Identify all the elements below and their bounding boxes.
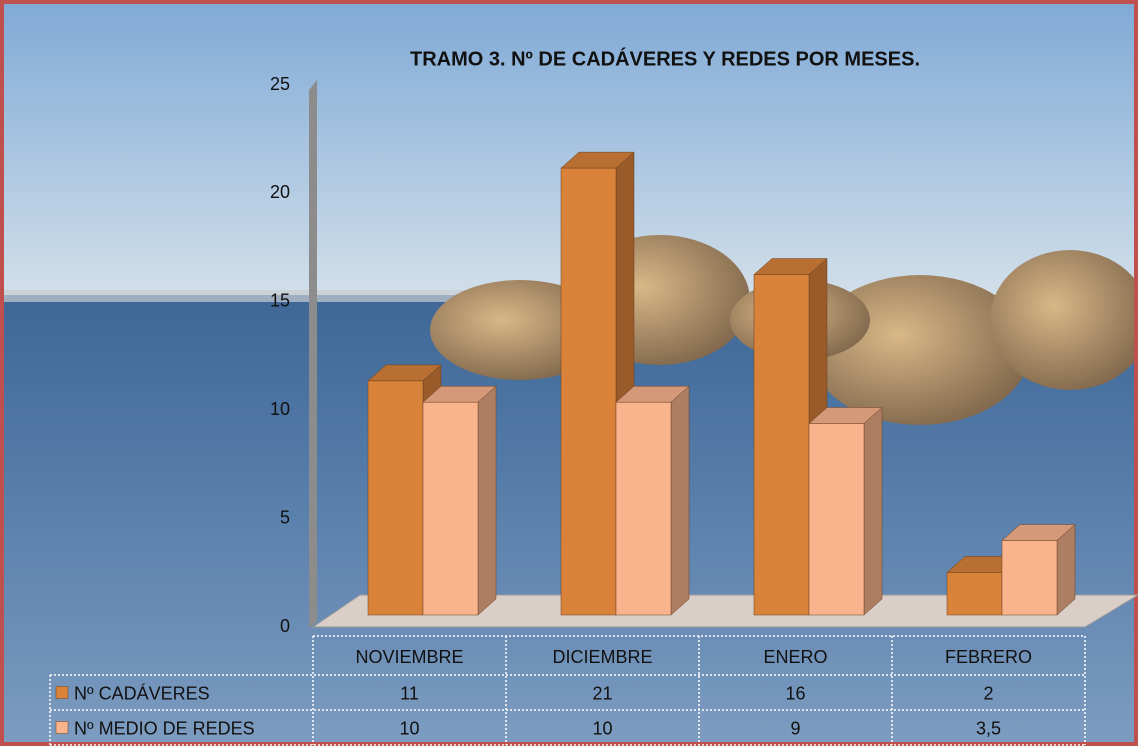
bar xyxy=(753,274,810,616)
y-axis xyxy=(309,80,317,628)
bar xyxy=(560,167,617,616)
x-tick-label: ENERO xyxy=(763,647,827,667)
bar-side xyxy=(477,385,497,616)
y-tick-label: 0 xyxy=(280,616,290,636)
legend-label: Nº CADÁVERES xyxy=(74,683,210,703)
bar xyxy=(1001,540,1058,616)
y-tick-label: 20 xyxy=(270,182,290,202)
bar xyxy=(615,401,672,616)
data-table-value: 21 xyxy=(592,683,612,703)
bar xyxy=(808,423,865,616)
y-tick-label: 25 xyxy=(270,74,290,94)
x-tick-label: DICIEMBRE xyxy=(552,647,652,667)
data-table-value: 10 xyxy=(592,718,612,738)
x-tick-label: FEBRERO xyxy=(945,647,1032,667)
bar-side xyxy=(863,406,883,616)
legend-key xyxy=(55,721,69,734)
y-tick-label: 5 xyxy=(280,507,290,527)
bar-side xyxy=(670,385,690,616)
data-table-value: 2 xyxy=(983,683,993,703)
data-table-value: 16 xyxy=(785,683,805,703)
floor xyxy=(311,594,1138,628)
chart-title: TRAMO 3. Nº DE CADÁVERES Y REDES POR MES… xyxy=(410,47,920,70)
data-table-value: 11 xyxy=(400,683,419,703)
legend-key xyxy=(55,686,69,699)
legend-label: Nº MEDIO DE REDES xyxy=(74,718,255,738)
bar xyxy=(422,401,479,616)
bar xyxy=(946,572,1003,616)
data-table-value: 9 xyxy=(790,718,800,738)
y-tick-label: 10 xyxy=(270,399,290,419)
data-table-value: 3,5 xyxy=(976,718,1001,738)
x-tick-label: NOVIEMBRE xyxy=(355,647,463,667)
data-table-value: 10 xyxy=(399,718,419,738)
y-tick-label: 15 xyxy=(270,291,290,311)
bar xyxy=(367,380,424,616)
